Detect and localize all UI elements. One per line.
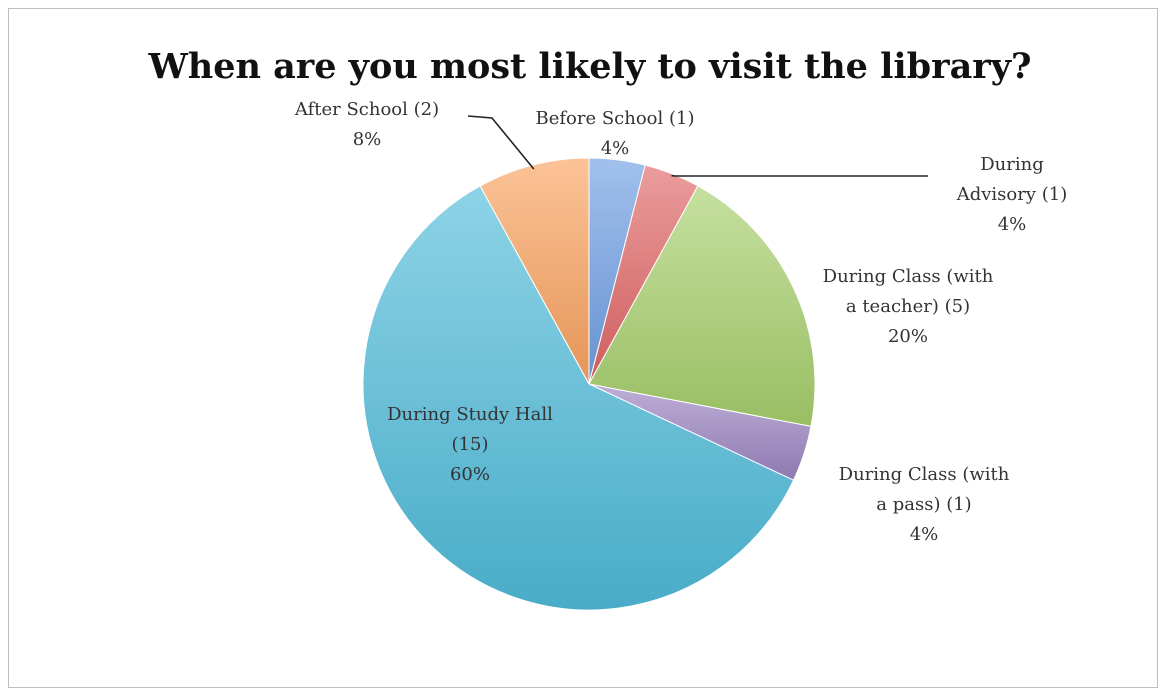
slice-label: (15) (452, 434, 489, 455)
slice-label: After School (2) (294, 99, 439, 120)
slice-percent-label: 8% (353, 129, 382, 150)
slice-label: During Class (with (823, 266, 994, 287)
slice-percent-label: 4% (601, 138, 630, 159)
leader-line-after-school (468, 116, 534, 169)
slice-percent-label: 4% (998, 214, 1027, 235)
slice-percent-label: 20% (888, 326, 928, 347)
slice-label: Advisory (1) (956, 184, 1068, 205)
chart-title: When are you most likely to visit the li… (147, 46, 1031, 87)
slice-percent-label: 60% (450, 464, 490, 485)
slice-percent-label: 4% (910, 524, 939, 545)
slice-label: Before School (1) (535, 108, 694, 129)
slice-label: a pass) (1) (876, 494, 971, 515)
slice-label: During Study Hall (387, 404, 553, 425)
slice-label: During (980, 154, 1044, 175)
slice-label: a teacher) (5) (846, 296, 970, 317)
slice-label: During Class (with (839, 464, 1010, 485)
